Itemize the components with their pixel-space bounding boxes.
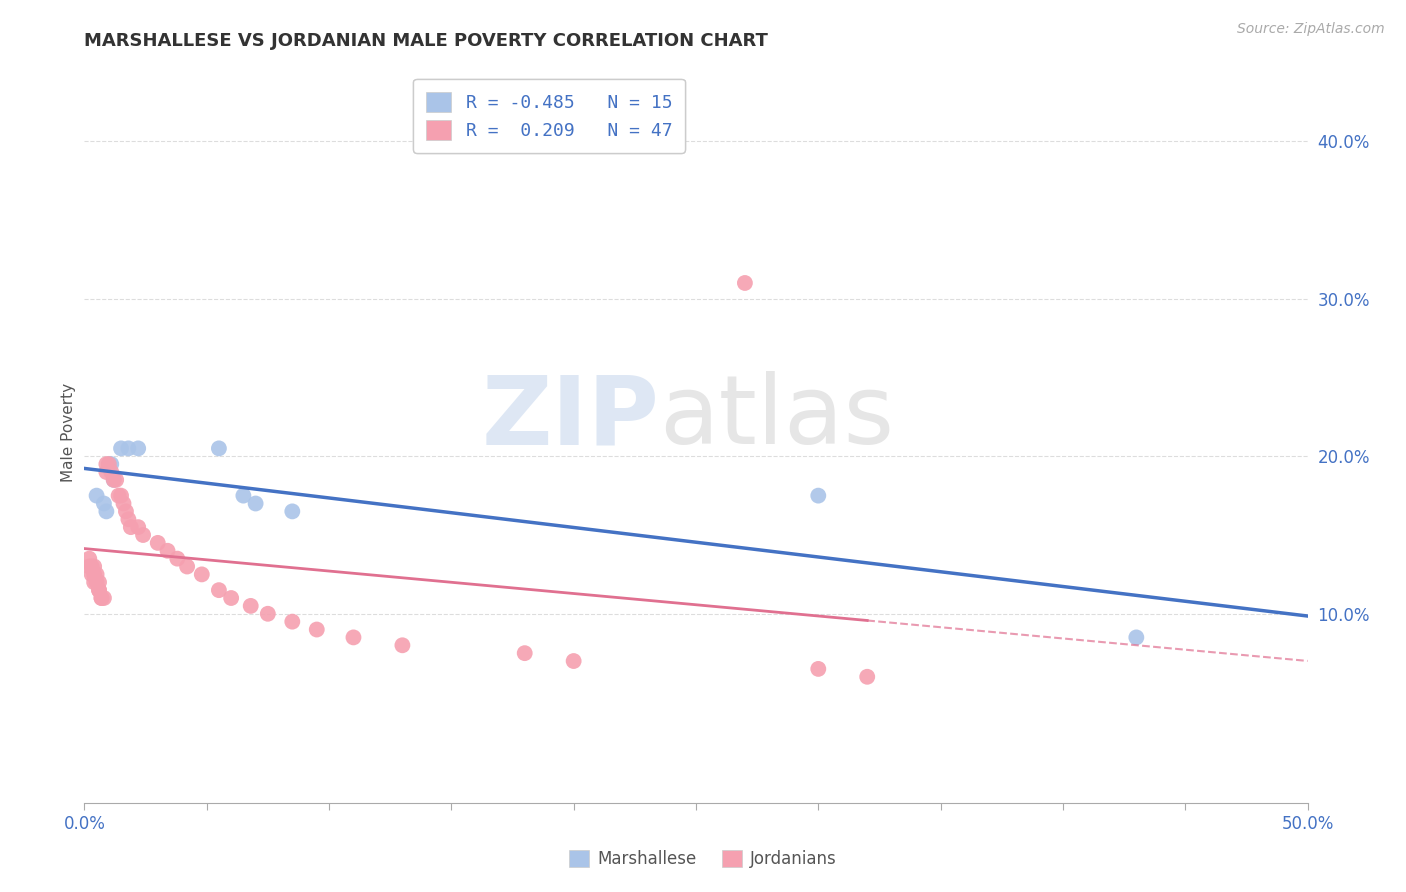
Point <box>80 567 103 582</box>
Point <box>87 583 110 598</box>
Point <box>807 662 830 676</box>
Point <box>107 489 129 503</box>
Point <box>156 543 179 558</box>
Point <box>1125 631 1147 645</box>
Point <box>90 591 112 605</box>
Point <box>100 465 122 479</box>
Point <box>112 496 135 510</box>
Point <box>117 512 139 526</box>
Point <box>77 551 100 566</box>
Point <box>117 442 139 456</box>
Point <box>239 599 262 613</box>
Point <box>342 631 364 645</box>
Point <box>103 473 125 487</box>
Point <box>83 567 105 582</box>
Point <box>80 559 103 574</box>
Y-axis label: Male Poverty: Male Poverty <box>60 383 76 483</box>
Point <box>90 591 112 605</box>
Legend: Marshallese, Jordanians: Marshallese, Jordanians <box>562 843 844 875</box>
Point <box>87 575 110 590</box>
Point <box>96 457 118 471</box>
Point <box>86 489 108 503</box>
Point <box>86 567 108 582</box>
Point <box>191 567 214 582</box>
Point <box>97 457 120 471</box>
Point <box>166 551 188 566</box>
Point <box>176 559 198 574</box>
Point <box>86 575 108 590</box>
Point <box>83 575 105 590</box>
Text: ZIP: ZIP <box>481 371 659 465</box>
Text: MARSHALLESE VS JORDANIAN MALE POVERTY CORRELATION CHART: MARSHALLESE VS JORDANIAN MALE POVERTY CO… <box>84 32 768 50</box>
Text: atlas: atlas <box>659 371 894 465</box>
Point <box>391 638 413 652</box>
Point <box>257 607 280 621</box>
Point <box>105 473 128 487</box>
Point <box>100 457 122 471</box>
Point <box>232 489 254 503</box>
Point <box>127 442 149 456</box>
Point <box>120 520 142 534</box>
Point <box>807 489 830 503</box>
Point <box>562 654 585 668</box>
Point <box>110 442 132 456</box>
Point <box>146 536 169 550</box>
Point <box>245 496 267 510</box>
Point <box>96 504 118 518</box>
Point <box>208 583 231 598</box>
Point <box>856 670 879 684</box>
Point <box>132 528 155 542</box>
Legend: R = -0.485   N = 15, R =  0.209   N = 47: R = -0.485 N = 15, R = 0.209 N = 47 <box>413 78 685 153</box>
Point <box>96 465 118 479</box>
Point <box>110 489 132 503</box>
Point <box>208 442 231 456</box>
Point <box>103 473 125 487</box>
Point <box>127 520 149 534</box>
Point <box>77 559 100 574</box>
Point <box>93 496 115 510</box>
Text: Source: ZipAtlas.com: Source: ZipAtlas.com <box>1237 22 1385 37</box>
Point <box>97 457 120 471</box>
Point <box>305 623 328 637</box>
Point <box>281 615 304 629</box>
Point <box>281 504 304 518</box>
Point <box>513 646 536 660</box>
Point <box>219 591 242 605</box>
Point <box>87 583 110 598</box>
Point <box>83 559 105 574</box>
Point <box>93 591 115 605</box>
Point <box>734 276 756 290</box>
Point <box>115 504 138 518</box>
